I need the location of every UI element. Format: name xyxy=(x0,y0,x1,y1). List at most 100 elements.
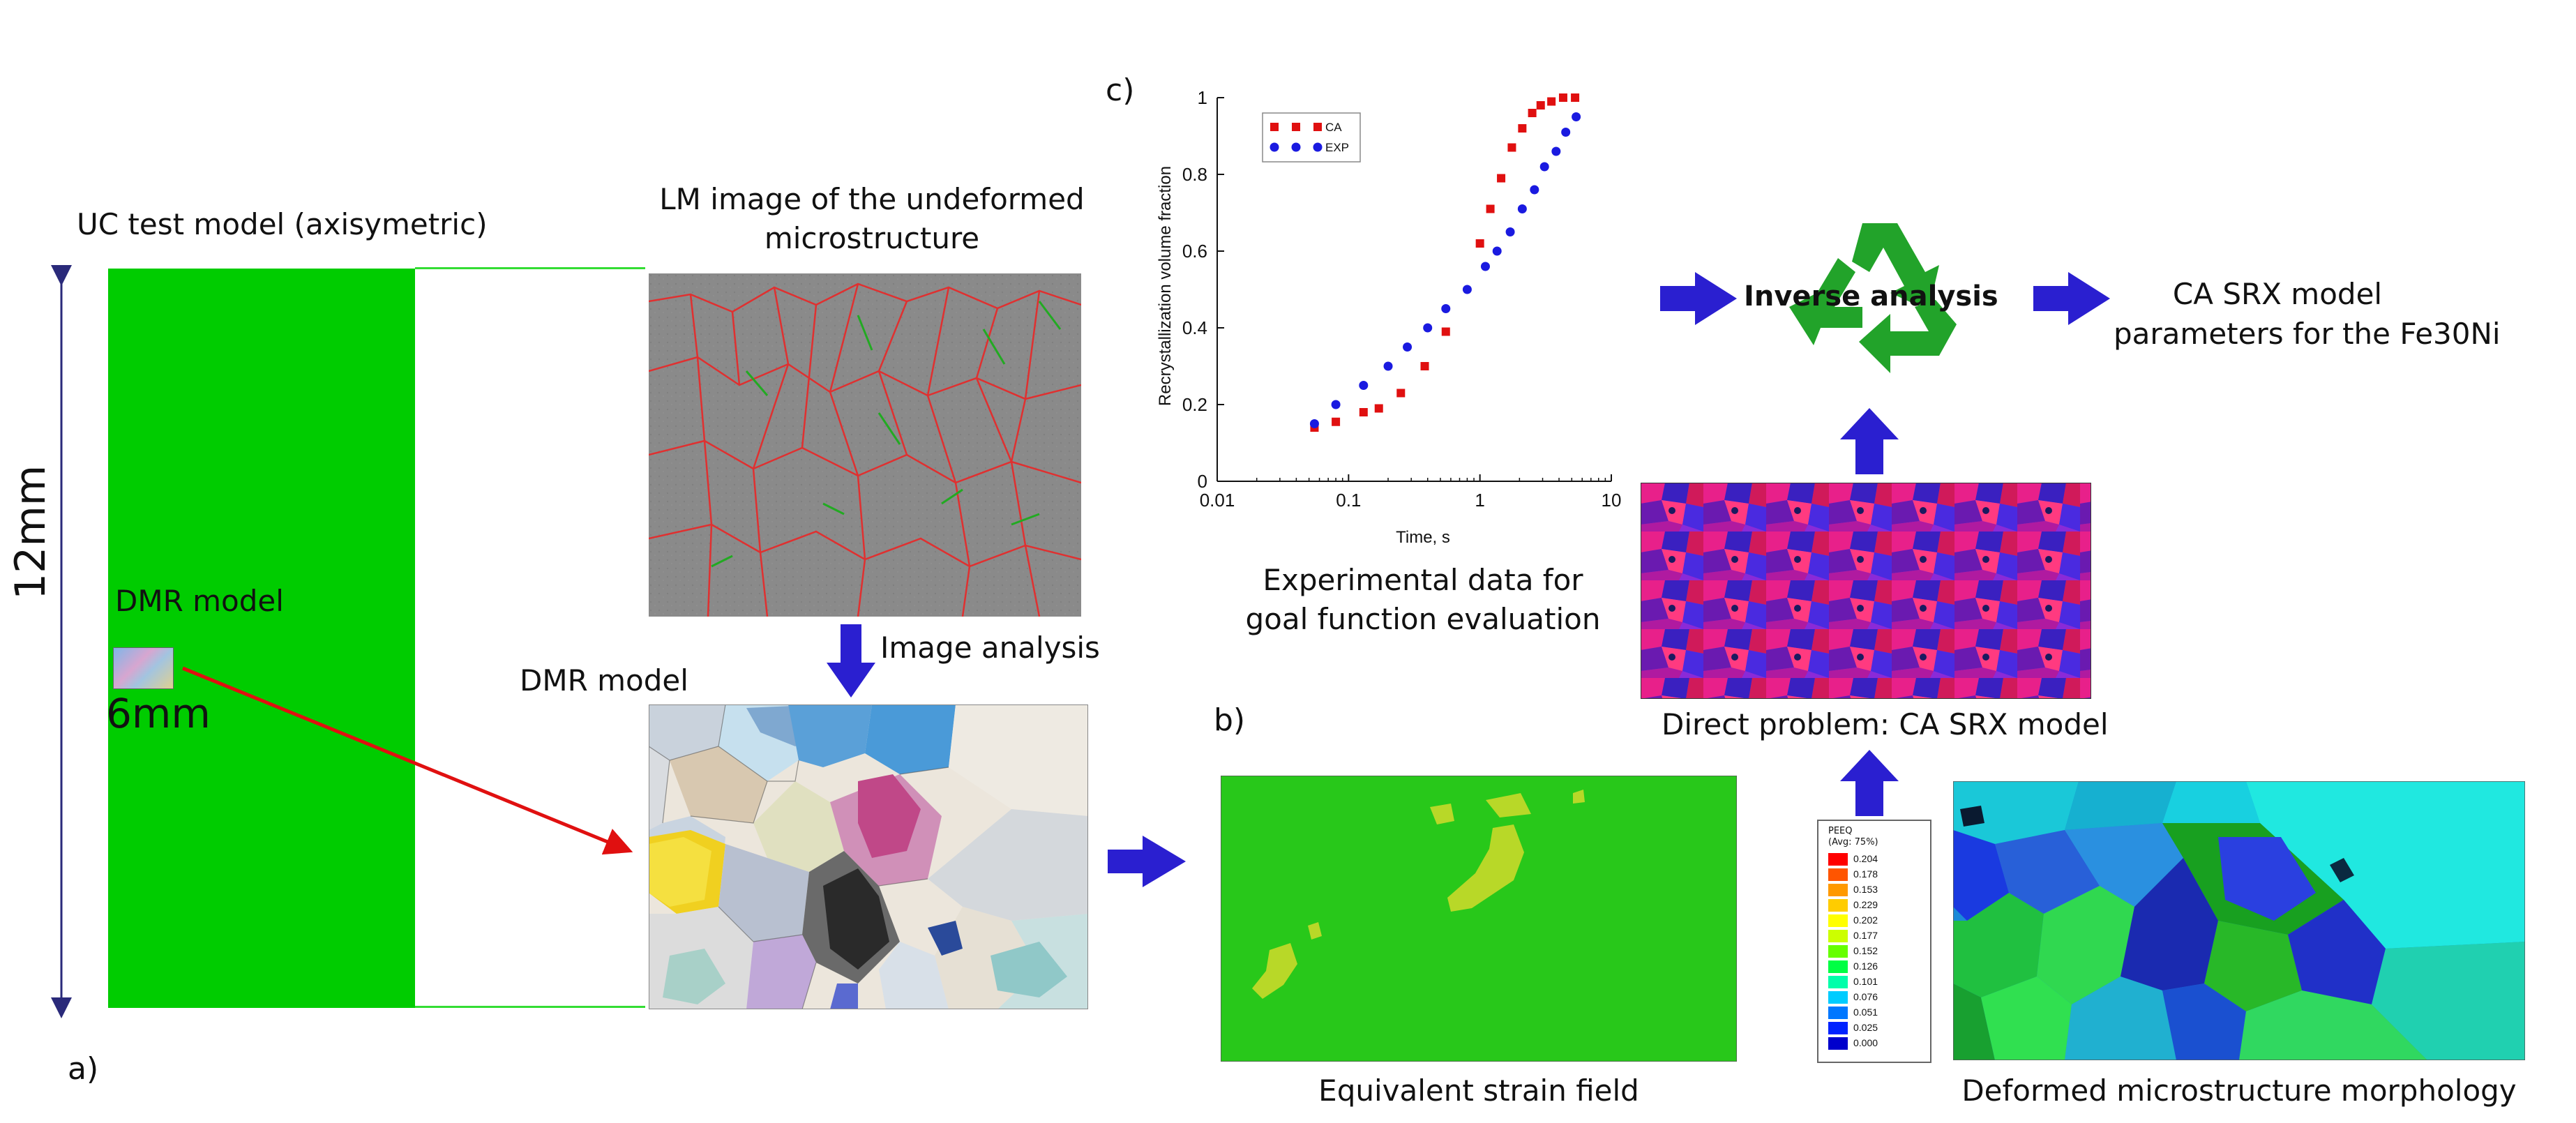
output-line2: parameters for the Fe30Ni xyxy=(2114,317,2501,351)
peeq-color-swatch xyxy=(1828,930,1848,942)
peeq-value: 0.152 xyxy=(1853,945,1878,956)
chart-y-tick-label: 0.2 xyxy=(1182,394,1207,415)
chart-point-ca xyxy=(1547,97,1556,106)
chart-point-ca xyxy=(1518,124,1527,133)
peeq-legend-row: 0.178 xyxy=(1828,867,1919,881)
chart-x-tick-label: 1 xyxy=(1475,490,1484,511)
peeq-value: 0.000 xyxy=(1853,1037,1878,1048)
height-label: 12mm xyxy=(6,465,55,600)
chart-point-exp xyxy=(1539,162,1549,172)
peeq-color-swatch xyxy=(1828,960,1848,973)
chart-x-tick-label: 0.01 xyxy=(1200,490,1235,511)
peeq-legend-row: 0.204 xyxy=(1828,852,1919,866)
peeq-color-swatch xyxy=(1828,899,1848,912)
chart-point-exp xyxy=(1480,262,1490,271)
chart-point-ca xyxy=(1359,408,1368,416)
peeq-value: 0.153 xyxy=(1853,884,1878,895)
chart-point-exp xyxy=(1462,285,1472,294)
dmr-model-label: DMR model xyxy=(115,584,284,618)
peeq-legend-row: 0.126 xyxy=(1828,959,1919,973)
strain-field-image xyxy=(1221,776,1737,1062)
chart-legend: CA EXP xyxy=(1262,112,1361,163)
direct-problem-label: Direct problem: CA SRX model xyxy=(1662,707,2109,741)
chart-point-exp xyxy=(1505,227,1515,236)
peeq-value: 0.178 xyxy=(1853,868,1878,880)
chart-x-tick-label: 0.1 xyxy=(1336,490,1361,511)
peeq-legend-row: 0.000 xyxy=(1828,1036,1919,1050)
peeq-value: 0.177 xyxy=(1853,930,1878,941)
chart-point-ca xyxy=(1396,389,1406,398)
peeq-color-swatch xyxy=(1828,991,1848,1004)
chart-point-ca xyxy=(1441,327,1450,336)
peeq-legend-row: 0.025 xyxy=(1828,1020,1919,1034)
lm-image xyxy=(649,273,1081,617)
peeq-legend-row: 0.101 xyxy=(1828,974,1919,988)
chart-y-tick-label: 0.8 xyxy=(1182,164,1207,185)
chart-point-ca xyxy=(1420,362,1429,370)
chart-caption-line2: goal function evaluation xyxy=(1245,602,1601,636)
peeq-color-swatch xyxy=(1828,1037,1848,1050)
inverse-analysis-label: Inverse analysis xyxy=(1744,280,1998,312)
chart-point-exp xyxy=(1423,323,1433,333)
peeq-value: 0.204 xyxy=(1853,853,1878,864)
chart-point-exp xyxy=(1572,112,1581,121)
lm-title-line1: LM image of the undeformed xyxy=(659,182,1085,216)
panel-c-tag: c) xyxy=(1106,73,1135,108)
morphology-caption: Deformed microstructure morphology xyxy=(1961,1073,2517,1108)
chart-point-exp xyxy=(1403,342,1413,352)
chart-y-tick-label: 1 xyxy=(1198,87,1207,108)
peeq-color-swatch xyxy=(1828,976,1848,988)
chart-point-ca xyxy=(1497,174,1506,183)
chart-x-axis-label: Time, s xyxy=(1396,528,1450,547)
deformed-microstructure-image xyxy=(1953,781,2525,1060)
peeq-value: 0.051 xyxy=(1853,1007,1878,1018)
uc-model-rect xyxy=(108,269,415,1008)
chart-point-exp xyxy=(1309,419,1319,428)
peeq-color-swatch xyxy=(1828,1007,1848,1019)
dmr-model-image xyxy=(649,704,1088,1009)
peeq-value: 0.229 xyxy=(1853,899,1878,910)
peeq-color-swatch xyxy=(1828,853,1848,866)
chart-point-exp xyxy=(1331,400,1341,409)
peeq-color-swatch xyxy=(1828,1022,1848,1034)
chart-point-exp xyxy=(1561,128,1571,137)
chart-point-ca xyxy=(1486,204,1495,213)
chart-point-exp xyxy=(1551,146,1561,156)
recycle-icon xyxy=(1789,223,1957,373)
legend-ca-label: CA xyxy=(1325,121,1342,134)
chart-y-tick-label: 0.6 xyxy=(1182,241,1207,262)
peeq-value: 0.101 xyxy=(1853,976,1878,987)
chart-point-ca xyxy=(1528,109,1537,117)
chart-point-exp xyxy=(1492,246,1502,256)
peeq-color-swatch xyxy=(1828,945,1848,958)
peeq-color-swatch xyxy=(1828,868,1848,881)
chart-y-axis-label: Recrystallization volume fraction xyxy=(1156,166,1175,406)
chart-point-ca xyxy=(1571,93,1580,102)
ca-srx-model-image xyxy=(1641,483,2091,699)
peeq-legend-row: 0.051 xyxy=(1828,1005,1919,1019)
peeq-legend-row: 0.076 xyxy=(1828,990,1919,1004)
chart-point-exp xyxy=(1441,304,1451,313)
peeq-value: 0.202 xyxy=(1853,914,1878,926)
chart-y-tick-label: 0.4 xyxy=(1182,317,1207,338)
chart-point-ca xyxy=(1558,93,1567,102)
panel-a-title: UC test model (axisymetric) xyxy=(77,207,488,241)
peeq-title-2: (Avg: 75%) xyxy=(1828,837,1878,847)
chart-point-ca xyxy=(1374,404,1383,413)
chart-point-exp xyxy=(1383,361,1393,371)
peeq-value: 0.025 xyxy=(1853,1022,1878,1033)
peeq-legend-row: 0.229 xyxy=(1828,898,1919,912)
peeq-legend-row: 0.153 xyxy=(1828,882,1919,896)
lm-title-line2: microstructure xyxy=(764,221,980,255)
peeq-value: 0.126 xyxy=(1853,960,1878,972)
chart-caption-line1: Experimental data for xyxy=(1263,563,1583,597)
dmr-thumbnail xyxy=(113,647,174,689)
peeq-legend-row: 0.152 xyxy=(1828,944,1919,958)
peeq-legend: PEEQ (Avg: 75%) 0.204 0.178 0.153 0.229 0.20… xyxy=(1817,820,1931,1063)
uc-model-outline xyxy=(415,267,645,1008)
peeq-value: 0.076 xyxy=(1853,991,1878,1002)
panel-a-tag: a) xyxy=(68,1051,99,1087)
peeq-color-swatch xyxy=(1828,914,1848,927)
chart-point-ca xyxy=(1536,101,1545,110)
